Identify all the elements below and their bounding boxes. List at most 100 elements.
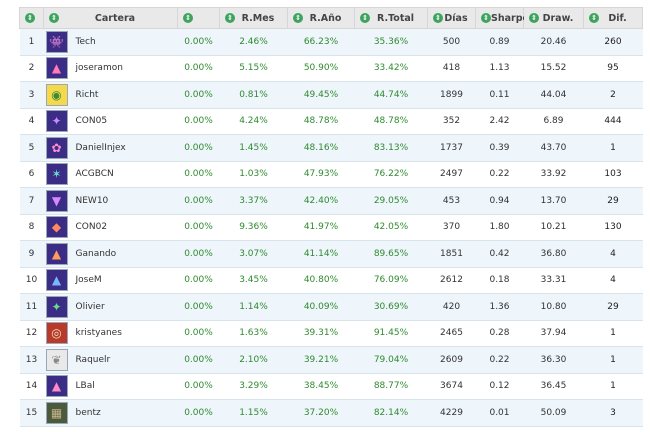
draw-cell: 33.92 bbox=[523, 161, 584, 188]
portfolio-name-link[interactable]: Ganando bbox=[75, 248, 117, 259]
portfolio-name-link[interactable]: CON02 bbox=[75, 222, 108, 233]
column-header-dif[interactable]: ⇕ Dif. bbox=[583, 7, 643, 29]
r-ano-cell: 40.80% bbox=[287, 267, 355, 294]
sort-icon[interactable]: ⇕ bbox=[360, 13, 370, 23]
column-header-flat[interactable]: ⇕ bbox=[177, 7, 220, 29]
table-row[interactable]: 12 ◎ kristyanes 0.00% 1.63% 39.31% 91.45% 2465 0… bbox=[19, 320, 643, 347]
avatar[interactable]: ▲ bbox=[45, 242, 68, 265]
sort-icon[interactable]: ⇕ bbox=[183, 13, 193, 23]
flat-cell: 0.00% bbox=[177, 161, 220, 188]
avatar[interactable]: 👾 bbox=[45, 30, 68, 53]
sort-icon[interactable]: ⇕ bbox=[49, 13, 59, 23]
sort-icon[interactable]: ⇕ bbox=[225, 13, 235, 23]
avatar-icon: ❦ bbox=[51, 352, 62, 367]
table-row[interactable]: 9 ▲ Ganando 0.00% 3.07% 41.14% 89.65% 1851 0.42 3… bbox=[19, 240, 643, 268]
table-row[interactable]: 11 ✦ Olivier 0.00% 1.14% 40.09% 30.69% 420 1.36 1… bbox=[19, 293, 643, 321]
cartera-cell[interactable]: ▲ joseramon bbox=[43, 55, 178, 82]
table-row[interactable]: 4 ✦ CON05 0.00% 4.24% 48.78% 48.78% 352 2.42 6.89… bbox=[19, 108, 643, 135]
r-total-cell: 91.45% bbox=[354, 320, 428, 347]
table-row[interactable]: 6 ✶ ACGBCN 0.00% 1.03% 47.93% 76.22% 2497 0.22 33… bbox=[19, 161, 643, 188]
rank-cell: 14 bbox=[19, 373, 44, 400]
draw-cell: 10.80 bbox=[523, 293, 584, 321]
r-ano-cell: 37.20% bbox=[287, 399, 355, 427]
table-row[interactable]: 10 ▲ JoseM 0.00% 3.45% 40.80% 76.09% 2612 0.18 33… bbox=[19, 267, 643, 294]
portfolio-name-link[interactable]: ACGBCN bbox=[75, 169, 114, 180]
r-total-cell: 35.36% bbox=[354, 28, 428, 56]
sort-icon[interactable]: ⇕ bbox=[293, 13, 303, 23]
cartera-cell[interactable]: ▼ NEW10 bbox=[43, 187, 178, 215]
portfolio-name-link[interactable]: JoseM bbox=[75, 275, 102, 286]
cartera-cell[interactable]: ✦ CON05 bbox=[43, 108, 178, 135]
avatar[interactable]: ▲ bbox=[45, 269, 68, 292]
sort-icon[interactable]: ⇕ bbox=[481, 13, 491, 23]
portfolio-name-link[interactable]: Olivier bbox=[75, 301, 105, 312]
avatar[interactable]: ✦ bbox=[45, 295, 68, 318]
cartera-cell[interactable]: ◎ kristyanes bbox=[43, 320, 178, 347]
r-total-cell: 44.74% bbox=[354, 81, 428, 109]
column-header-r-mes[interactable]: ⇕ R.Mes bbox=[219, 7, 288, 29]
portfolio-name-link[interactable]: bentz bbox=[75, 407, 101, 418]
portfolio-name-link[interactable]: Tech bbox=[75, 36, 96, 47]
avatar[interactable]: ✦ bbox=[45, 110, 68, 133]
cartera-cell[interactable]: ▲ LBal bbox=[43, 373, 178, 400]
portfolio-name-link[interactable]: kristyanes bbox=[75, 328, 122, 339]
cartera-cell[interactable]: ✶ ACGBCN bbox=[43, 161, 178, 188]
table-row[interactable]: 5 ✿ DanielInjex 0.00% 1.45% 48.16% 83.13% 1737 0… bbox=[19, 134, 643, 162]
column-header-rank[interactable]: ⇕ bbox=[19, 7, 44, 29]
avatar[interactable]: ▲ bbox=[45, 375, 68, 398]
draw-cell: 36.45 bbox=[523, 373, 584, 400]
portfolio-name-link[interactable]: joseramon bbox=[75, 63, 123, 74]
column-header-cartera[interactable]: ⇕ Cartera bbox=[43, 7, 178, 29]
flat-cell: 0.00% bbox=[177, 373, 220, 400]
r-total-cell: 79.04% bbox=[354, 346, 428, 374]
column-header-sharpe[interactable]: ⇕ Sharpe bbox=[475, 7, 529, 29]
column-header-r-total[interactable]: ⇕ R.Total bbox=[354, 7, 428, 29]
cartera-cell[interactable]: ❦ Raquelr bbox=[43, 346, 178, 374]
avatar[interactable]: ✶ bbox=[45, 163, 68, 186]
table-row[interactable]: 8 ◆ CON02 0.00% 9.36% 41.97% 42.05% 370 1.80 10.2… bbox=[19, 214, 643, 241]
avatar[interactable]: ◎ bbox=[45, 322, 68, 345]
table-row[interactable]: 1 👾 Tech 0.00% 2.46% 66.23% 35.36% 500 0.89 20.46… bbox=[19, 28, 643, 56]
portfolio-name-link[interactable]: DanielInjex bbox=[75, 142, 126, 153]
cartera-cell[interactable]: 👾 Tech bbox=[43, 28, 178, 56]
avatar[interactable]: ◉ bbox=[45, 83, 68, 106]
table-row[interactable]: 3 ◉ Richt 0.00% 0.81% 49.45% 44.74% 1899 0.11 44.… bbox=[19, 81, 643, 109]
avatar[interactable]: ✿ bbox=[45, 136, 68, 159]
sort-icon[interactable]: ⇕ bbox=[433, 13, 443, 23]
table-row[interactable]: 15 ▦ bentz 0.00% 1.15% 37.20% 82.14% 4229 0.01 50… bbox=[19, 399, 643, 427]
table-row[interactable]: 7 ▼ NEW10 0.00% 3.37% 42.40% 29.05% 453 0.94 13.7… bbox=[19, 187, 643, 215]
sort-icon[interactable]: ⇕ bbox=[25, 13, 35, 23]
portfolio-name-link[interactable]: Richt bbox=[75, 89, 99, 100]
avatar[interactable]: ▼ bbox=[45, 189, 68, 212]
flat-cell: 0.00% bbox=[177, 134, 220, 162]
cartera-cell[interactable]: ◉ Richt bbox=[43, 81, 178, 109]
avatar[interactable]: ▦ bbox=[45, 401, 68, 424]
table-row[interactable]: 2 ▲ joseramon 0.00% 5.15% 50.90% 33.42% 418 1.13… bbox=[19, 55, 643, 82]
sharpe-cell: 0.01 bbox=[475, 399, 524, 427]
column-header-draw[interactable]: ⇕ Draw. bbox=[523, 7, 584, 29]
avatar[interactable]: ❦ bbox=[45, 348, 68, 371]
cartera-cell[interactable]: ✦ Olivier bbox=[43, 293, 178, 321]
sort-icon[interactable]: ⇕ bbox=[589, 13, 599, 23]
dias-cell: 1851 bbox=[427, 240, 476, 268]
cartera-cell[interactable]: ▦ bentz bbox=[43, 399, 178, 427]
column-header-r-ano[interactable]: ⇕ R.Año bbox=[287, 7, 355, 29]
column-header-dias[interactable]: ⇕ Días bbox=[427, 7, 476, 29]
portfolio-name-link[interactable]: NEW10 bbox=[75, 195, 109, 206]
portfolio-name-link[interactable]: LBal bbox=[75, 381, 95, 392]
table-row[interactable]: 14 ▲ LBal 0.00% 3.29% 38.45% 88.77% 3674 0.12 36.… bbox=[19, 373, 643, 400]
portfolio-name-link[interactable]: CON05 bbox=[75, 116, 108, 127]
sort-icon[interactable]: ⇕ bbox=[529, 13, 539, 23]
sharpe-cell: 0.94 bbox=[475, 187, 524, 215]
r-ano-cell: 41.97% bbox=[287, 214, 355, 241]
r-total-cell: 30.69% bbox=[354, 293, 428, 321]
table-row[interactable]: 13 ❦ Raquelr 0.00% 2.10% 39.21% 79.04% 2609 0.22… bbox=[19, 346, 643, 374]
avatar[interactable]: ◆ bbox=[45, 216, 68, 239]
rank-cell: 13 bbox=[19, 346, 44, 374]
avatar[interactable]: ▲ bbox=[45, 57, 68, 80]
cartera-cell[interactable]: ✿ DanielInjex bbox=[43, 134, 178, 162]
cartera-cell[interactable]: ◆ CON02 bbox=[43, 214, 178, 241]
portfolio-name-link[interactable]: Raquelr bbox=[75, 354, 111, 365]
cartera-cell[interactable]: ▲ JoseM bbox=[43, 267, 178, 294]
cartera-cell[interactable]: ▲ Ganando bbox=[43, 240, 178, 268]
